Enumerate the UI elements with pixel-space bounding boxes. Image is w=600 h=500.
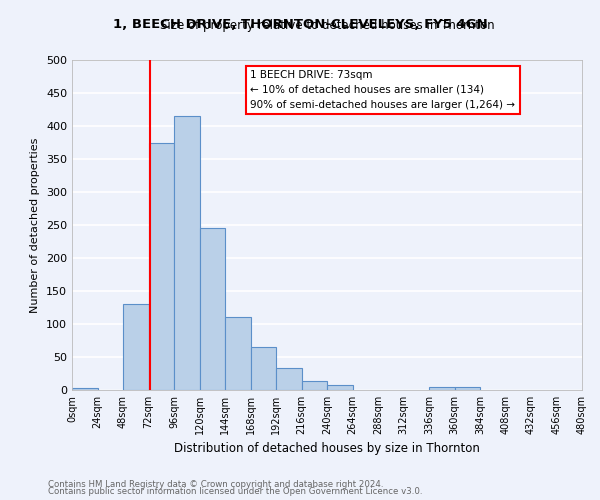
Bar bbox=[302, 382, 327, 390]
Text: 1 BEECH DRIVE: 73sqm
← 10% of detached houses are smaller (134)
90% of semi-deta: 1 BEECH DRIVE: 73sqm ← 10% of detached h… bbox=[251, 70, 515, 110]
X-axis label: Distribution of detached houses by size in Thornton: Distribution of detached houses by size … bbox=[174, 442, 480, 456]
Bar bbox=[225, 318, 251, 390]
Text: 1, BEECH DRIVE, THORNTON-CLEVELEYS, FY5 4GN: 1, BEECH DRIVE, THORNTON-CLEVELEYS, FY5 … bbox=[113, 18, 487, 31]
Bar bbox=[199, 228, 225, 390]
Bar bbox=[251, 347, 276, 390]
Bar bbox=[72, 388, 97, 390]
Y-axis label: Number of detached properties: Number of detached properties bbox=[31, 138, 40, 312]
Bar bbox=[123, 304, 149, 390]
Bar bbox=[327, 386, 353, 390]
Bar bbox=[455, 386, 480, 390]
Text: Contains HM Land Registry data © Crown copyright and database right 2024.: Contains HM Land Registry data © Crown c… bbox=[48, 480, 383, 489]
Title: Size of property relative to detached houses in Thornton: Size of property relative to detached ho… bbox=[160, 20, 494, 32]
Bar bbox=[174, 116, 199, 390]
Text: Contains public sector information licensed under the Open Government Licence v3: Contains public sector information licen… bbox=[48, 487, 422, 496]
Bar bbox=[429, 386, 455, 390]
Bar bbox=[149, 142, 174, 390]
Bar bbox=[276, 368, 302, 390]
